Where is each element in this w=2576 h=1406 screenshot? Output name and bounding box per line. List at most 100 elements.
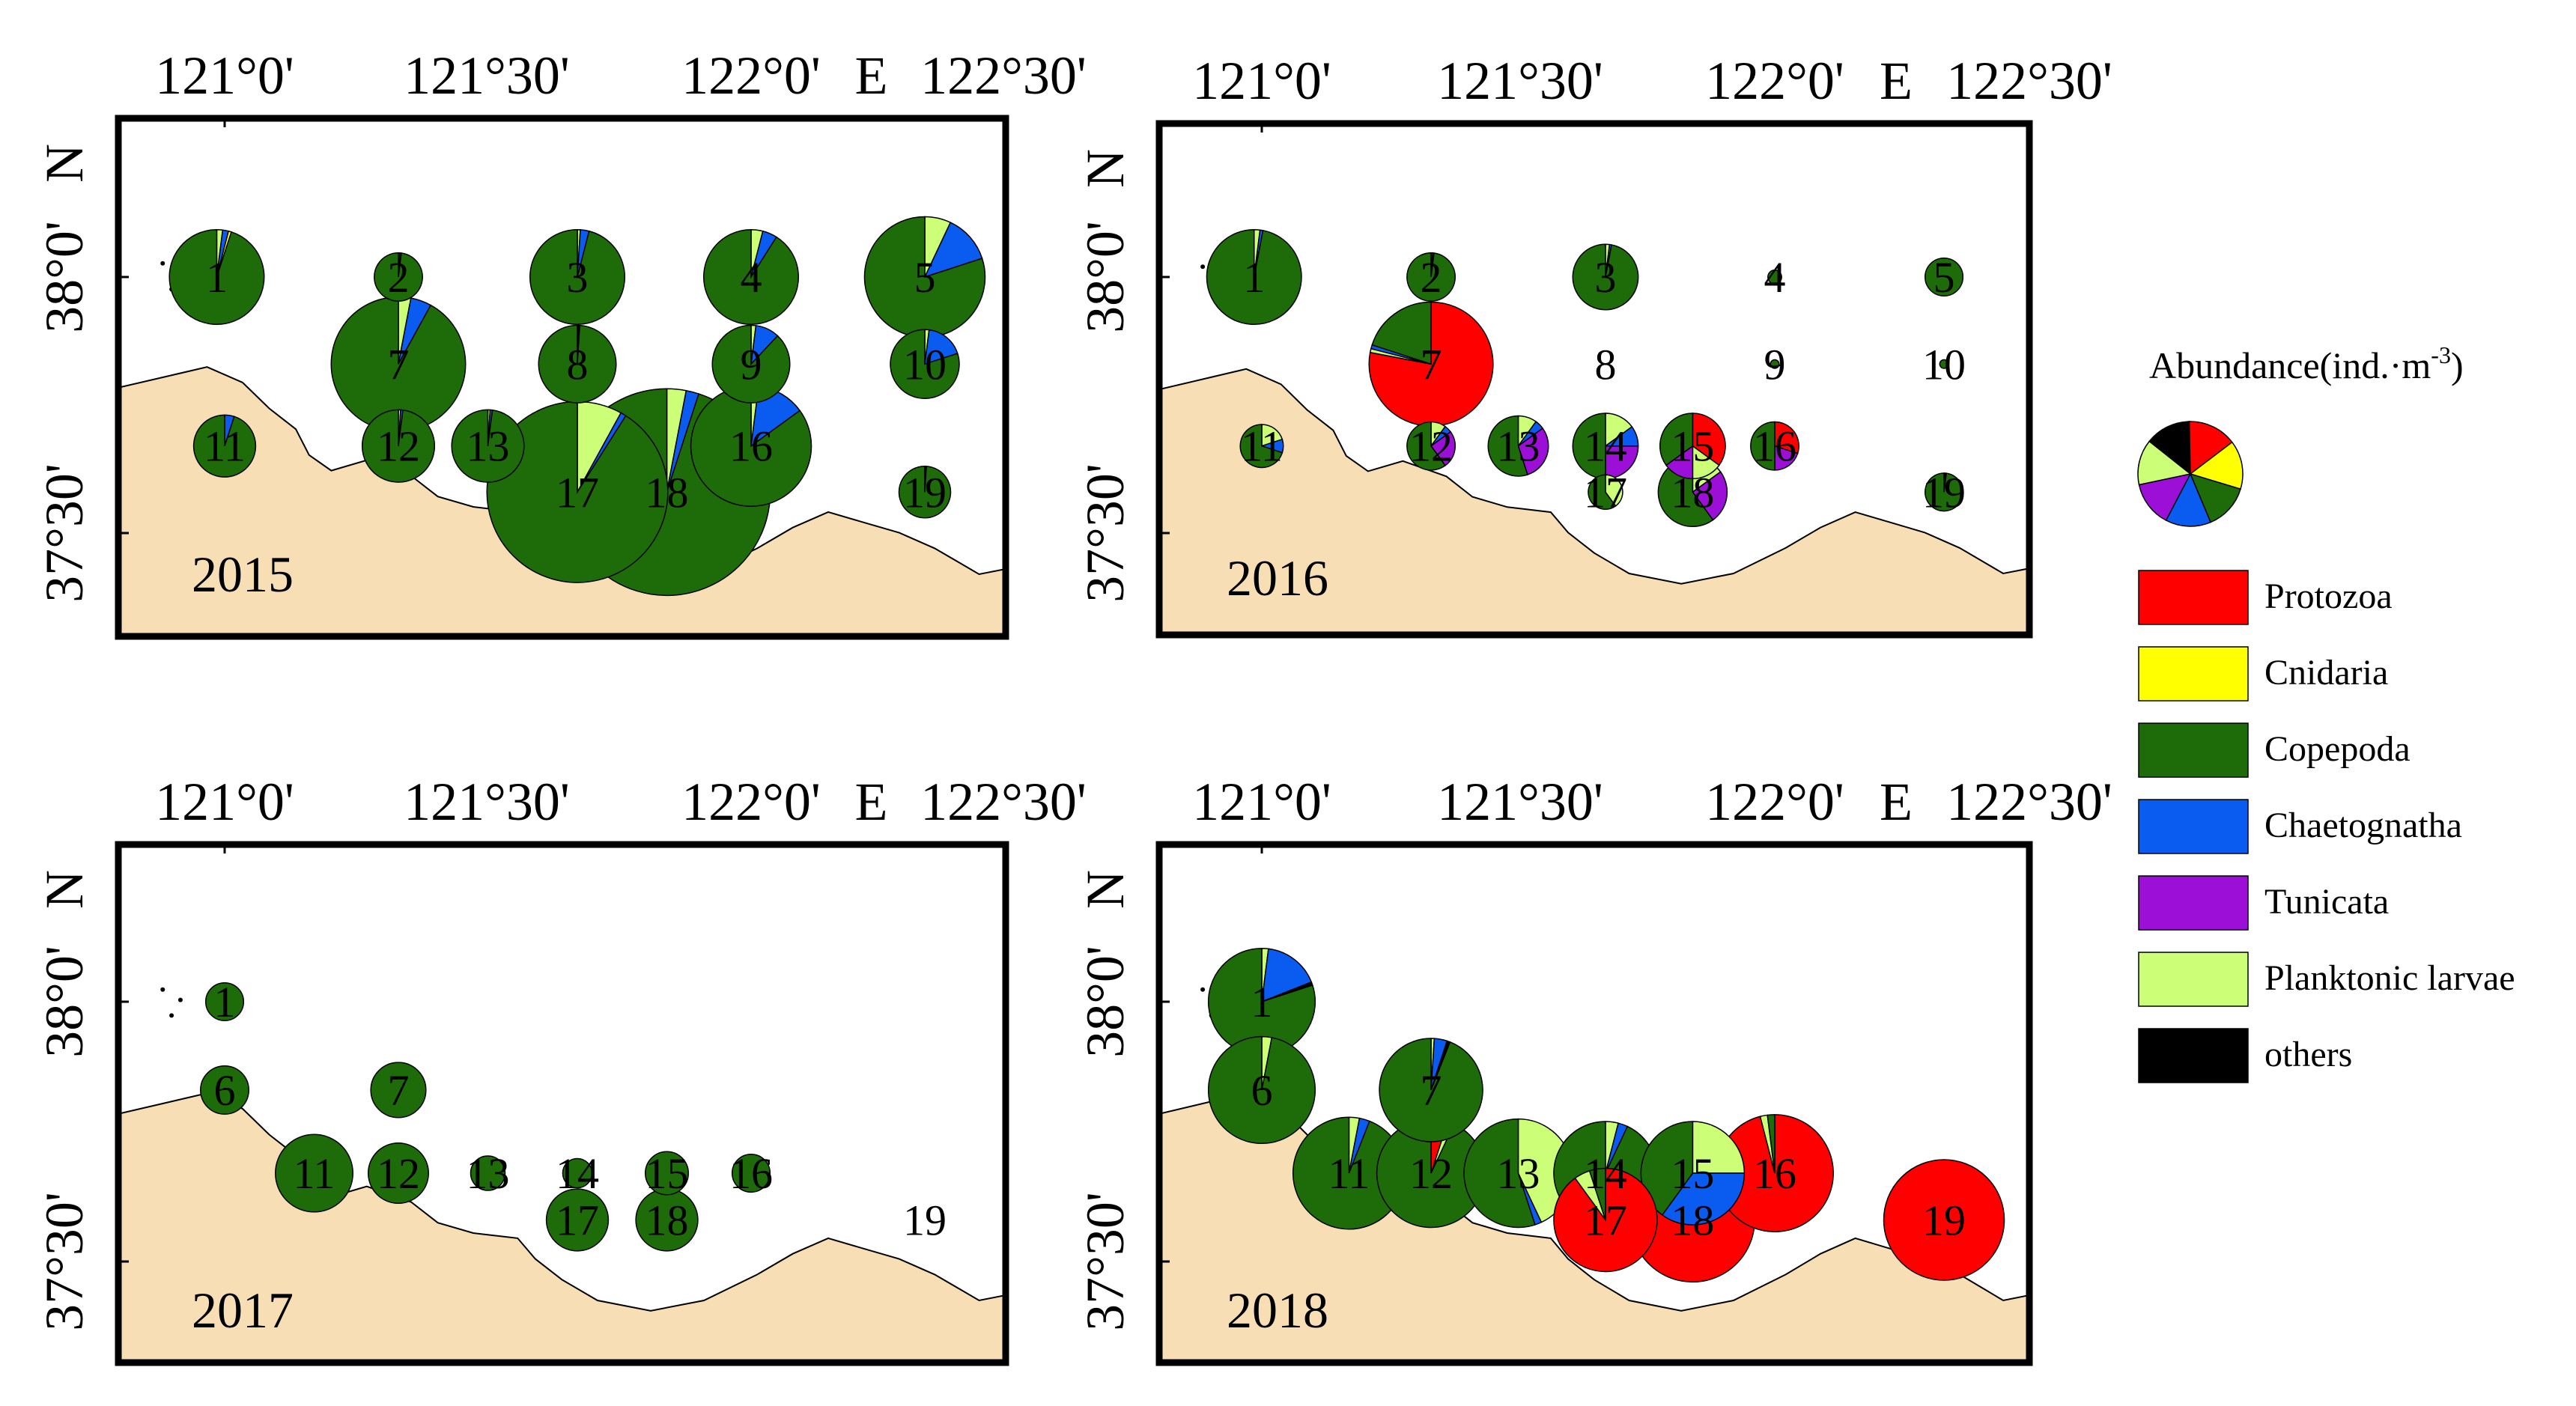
lon-tick-label: 122°30' [920,46,1087,106]
station-label: 17 [556,1196,599,1244]
pie-station-3 [1572,243,1639,311]
pie-slice-copepoda [1572,413,1606,480]
lon-tick-labels: 121°0' 121°30' 122°0' 122°30' E [1192,51,2112,111]
pie-slice-copepoda [204,982,245,1022]
pie-slice-copepoda [898,466,952,519]
pie-station-7 [1379,1038,1483,1142]
legend-label: others [2264,1035,2352,1074]
legend-item-tunicata: Tunicata [2138,875,2389,931]
station-label: 1 [214,978,236,1026]
station-label: 12 [1409,422,1453,471]
pie-station-4 [703,228,799,325]
legend-item-cnidaria: Cnidaria [2138,646,2388,702]
pie-station-9 [711,324,791,404]
pie-slice-planktonic-larvae [1605,474,1623,507]
station-label: 6 [1251,1066,1273,1115]
legend-swatch [2138,952,2249,1007]
station-label: 16 [729,422,773,471]
lat-tick-labels: 38°0' 37°30' N [1075,149,1135,603]
pie-slice-copepoda [1379,1038,1483,1142]
station-label: 11 [204,422,246,471]
lon-tick-label: 122°0' [1705,51,1844,111]
lat-unit-label: N [1075,149,1135,188]
island [1200,987,1206,992]
pie-slice-copepoda [1588,1167,1606,1220]
station-label: 13 [1497,422,1540,471]
station-label: 19 [1922,468,1966,517]
pie-station-19 [1883,1159,2005,1281]
pie-station-13 [470,1155,506,1191]
station-label: 3 [567,253,589,302]
pie-slice-copepoda [1588,474,1617,510]
station-label: 17 [1584,1196,1627,1244]
station-label: 16 [1753,422,1796,471]
station-label: 18 [645,1196,689,1244]
pie-slice-tunicata [1517,427,1549,475]
pie-station-8 [538,324,617,404]
pie-slice-chaetognatha [1661,1172,1746,1226]
pie-station-14 [562,1157,593,1189]
pie-slice-copepoda [168,228,265,325]
lon-tick-label: 121°30' [1437,51,1603,111]
lon-tick-label: 122°0' [681,772,821,832]
lon-tick-label: 121°30' [404,46,570,106]
station-label: 1 [1243,253,1265,302]
pie-station-9 [1770,359,1780,369]
pie-station-6 [1207,1035,1316,1145]
pie-station-17 [545,1188,610,1252]
lon-unit-label: E [855,46,888,106]
pie-slice-copepoda [1925,257,1964,297]
pie-station-10 [1939,359,1949,369]
station-label: 16 [729,1149,773,1198]
legend-example-slice-planktonic-larvae [2137,440,2192,486]
pie-slice-copepoda [374,252,423,302]
legend-item-protozoa: Protozoa [2138,570,2393,625]
pie-slice-copepoda [1206,228,1302,325]
pie-slice-copepoda [1487,415,1528,477]
pie-layer [168,216,986,597]
legend-label: Tunicata [2264,882,2389,922]
station-label: 12 [1409,1149,1453,1198]
lat-tick-label: 38°0' [34,221,94,333]
lat-tick-labels: 38°0' 37°30' N [1075,870,1135,1331]
panel-frame [115,115,1009,640]
pie-station-11 [275,1133,354,1213]
island [177,997,183,1002]
station-label: 18 [645,468,689,517]
station-label: 15 [1671,1149,1714,1198]
station-label: 15 [1671,422,1714,471]
legend-item-chaetognatha: Chaetognatha [2138,799,2462,854]
panel-frame [1155,841,2033,1366]
pie-station-2 [374,252,423,302]
island [169,1013,174,1018]
station-label: 14 [1584,1149,1627,1198]
pie-slice-protozoa [1774,421,1799,454]
pie-slice-protozoa [1368,301,1494,427]
station-label: 2 [387,253,409,302]
pie-station-17 [1553,1167,1658,1273]
pie-station-12 [1406,421,1456,471]
pie-slice-tunicata [1430,430,1456,466]
pie-slice-copepoda [545,1188,610,1252]
panel-2016: 121°0' 121°30' 122°0' 122°30' E 38°0' 37°30' N 1… [1075,51,2112,639]
lat-tick-label: 37°30' [1075,1192,1135,1331]
legend-label: Protozoa [2264,576,2393,616]
station-label: 17 [1584,468,1627,517]
lat-tick-label: 38°0' [1075,946,1135,1058]
lat-tick-label: 38°0' [1075,221,1135,333]
station-label: 6 [214,1066,236,1115]
lat-unit-label: N [34,870,94,909]
station-label: 5 [1933,253,1955,302]
station-label: 4 [1764,253,1786,302]
pie-slice-copepoda [711,324,791,404]
pie-slice-copepoda [275,1133,354,1213]
legend-swatch [2138,799,2249,854]
legend-example-slice-protozoa [2188,421,2233,475]
pie-station-3 [529,228,625,325]
legend-label: Planktonic larvae [2264,958,2515,998]
station-label: 11 [1328,1149,1370,1198]
pie-slice-copepoda [1207,1035,1316,1145]
